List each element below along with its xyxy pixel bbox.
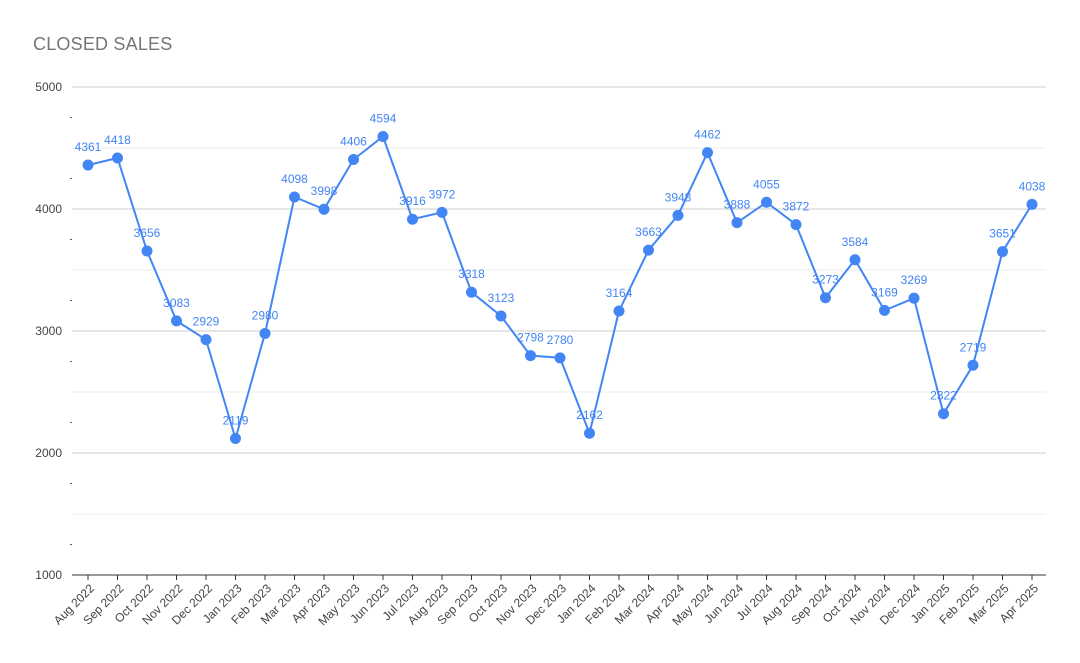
- data-point: [318, 203, 330, 215]
- y-tick-label: 3000: [35, 324, 62, 338]
- data-label: 2119: [223, 413, 249, 427]
- data-point: [348, 153, 359, 165]
- data-point: [407, 213, 418, 225]
- data-point: [643, 244, 654, 256]
- y-tick-label: 4000: [35, 202, 62, 216]
- data-point: [112, 152, 123, 164]
- data-label: 3872: [783, 200, 810, 214]
- data-point: [997, 246, 1008, 258]
- data-point: [790, 219, 802, 231]
- data-label: 4462: [694, 128, 721, 142]
- data-point: [525, 350, 536, 362]
- data-point: [259, 327, 271, 339]
- data-point: [908, 292, 920, 304]
- data-point: [436, 206, 448, 218]
- data-point: [820, 292, 831, 304]
- data-label: 2929: [193, 315, 220, 329]
- data-label: 2322: [930, 389, 957, 403]
- data-point: [702, 147, 713, 159]
- data-point: [377, 131, 389, 143]
- data-label: 3916: [399, 194, 426, 208]
- data-label: 2980: [252, 308, 279, 322]
- data-label: 4361: [75, 140, 102, 154]
- data-label: 2162: [576, 408, 603, 422]
- data-point: [672, 209, 684, 221]
- data-point: [731, 217, 743, 229]
- data-point: [849, 254, 861, 266]
- data-label: 3169: [871, 285, 898, 299]
- data-point: [761, 196, 772, 208]
- y-tick-label: 2000: [35, 446, 62, 460]
- data-point: [171, 315, 182, 327]
- data-label: 3083: [163, 296, 190, 310]
- data-point: [200, 334, 212, 346]
- chart-title: CLOSED SALES: [33, 34, 173, 54]
- data-label: 4594: [370, 112, 397, 126]
- data-point: [230, 432, 241, 444]
- data-point: [82, 159, 94, 171]
- data-label: 2780: [547, 333, 574, 347]
- data-label: 3164: [606, 286, 633, 300]
- data-label: 3663: [635, 225, 662, 239]
- data-label: 3273: [812, 273, 839, 287]
- data-label: 2798: [517, 331, 544, 345]
- data-point: [584, 427, 595, 439]
- data-label: 3948: [665, 190, 692, 204]
- data-label: 4038: [1019, 179, 1046, 193]
- data-point: [141, 245, 153, 257]
- data-point: [879, 304, 890, 316]
- data-label: 3123: [488, 291, 515, 305]
- data-point: [967, 359, 979, 371]
- data-label: 4418: [104, 133, 131, 147]
- data-label: 3651: [989, 227, 1016, 241]
- y-tick-label: 1000: [35, 568, 62, 582]
- data-label: 3584: [842, 235, 869, 249]
- data-label: 4055: [753, 177, 780, 191]
- data-label: 3998: [311, 184, 338, 198]
- data-label: 2719: [960, 340, 987, 354]
- data-point: [466, 286, 477, 298]
- data-label: 3656: [134, 226, 161, 240]
- y-tick-label: 5000: [35, 80, 62, 94]
- data-label: 3269: [901, 273, 928, 287]
- data-point: [613, 305, 625, 317]
- data-point: [289, 191, 300, 203]
- data-point: [554, 352, 566, 364]
- data-label: 3888: [724, 198, 751, 212]
- data-label: 3318: [458, 267, 485, 281]
- data-label: 4098: [281, 172, 308, 186]
- data-label: 3972: [429, 187, 456, 201]
- data-point: [938, 408, 949, 420]
- data-point: [1026, 198, 1038, 210]
- data-label: 4406: [340, 134, 367, 148]
- data-point: [495, 310, 507, 322]
